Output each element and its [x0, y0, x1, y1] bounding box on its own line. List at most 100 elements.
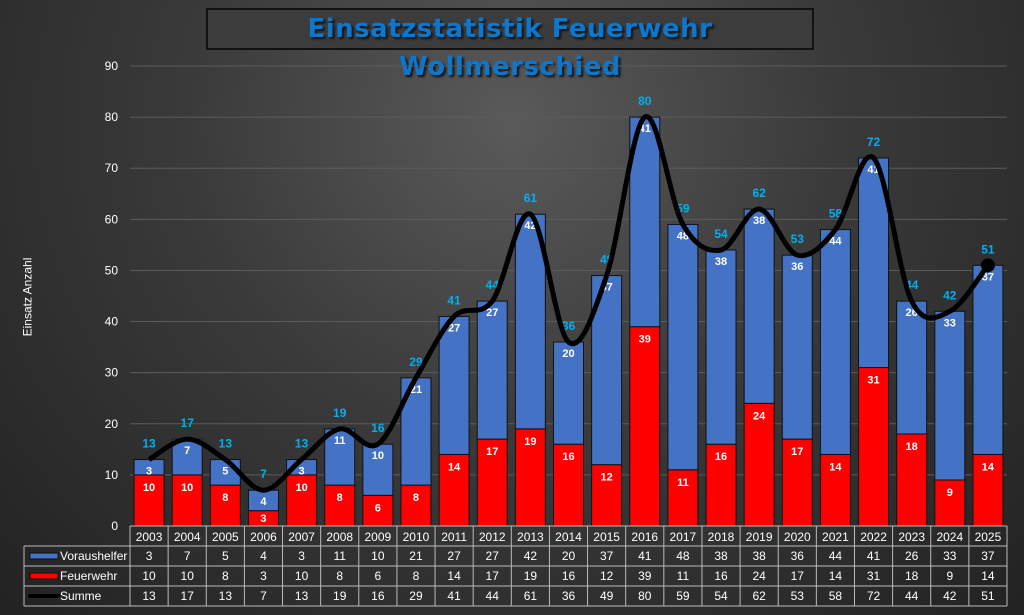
data-label-voraushelfer: 38 [715, 256, 727, 268]
data-label-feuerwehr: 3 [260, 513, 266, 525]
table-cell: 44 [829, 549, 843, 563]
data-label-feuerwehr: 16 [562, 451, 574, 463]
data-label-voraushelfer: 3 [146, 466, 152, 478]
x-tick-label: 2014 [555, 530, 582, 544]
data-label-summe: 53 [791, 232, 805, 246]
data-label-voraushelfer: 5 [222, 466, 228, 478]
data-label-feuerwehr: 16 [715, 451, 727, 463]
bar-voraushelfer [743, 208, 775, 404]
bar-voraushelfer [781, 254, 813, 440]
data-label-feuerwehr: 14 [448, 461, 461, 473]
y-tick-label: 60 [105, 212, 119, 226]
table-cell: 54 [714, 589, 728, 603]
data-label-voraushelfer: 11 [334, 435, 346, 447]
y-tick-label: 90 [105, 59, 119, 73]
data-label-voraushelfer: 44 [829, 236, 842, 248]
table-cell: 14 [829, 569, 843, 583]
table-cell: 10 [371, 549, 385, 563]
data-label-feuerwehr: 18 [906, 441, 918, 453]
table-cell: 13 [142, 589, 156, 603]
y-tick-label: 30 [105, 366, 119, 380]
table-cell: 6 [375, 569, 382, 583]
data-label-feuerwehr: 14 [829, 461, 842, 473]
data-label-feuerwehr: 10 [295, 482, 307, 494]
data-label-voraushelfer: 7 [184, 445, 190, 457]
bar-voraushelfer [819, 229, 851, 455]
data-label-summe: 13 [219, 437, 233, 451]
x-tick-label: 2020 [784, 530, 811, 544]
x-tick-label: 2015 [593, 530, 620, 544]
line-summe [147, 114, 990, 493]
table-cell: 42 [524, 549, 538, 563]
table-cell: 17 [791, 569, 805, 583]
bar-feuerwehr [705, 443, 737, 527]
bar-feuerwehr [629, 326, 661, 527]
bar-voraushelfer [705, 249, 737, 445]
bar-voraushelfer [400, 377, 432, 486]
table-cell: 33 [943, 549, 957, 563]
table-cell: 8 [222, 569, 229, 583]
x-tick-label: 2011 [441, 530, 467, 544]
bar-feuerwehr [476, 438, 508, 527]
bar-feuerwehr [553, 443, 584, 527]
data-label-summe: 61 [524, 191, 538, 205]
table-cell: 10 [295, 569, 309, 583]
table-cell: 10 [181, 569, 195, 583]
data-label-summe: 51 [981, 242, 995, 256]
bar-voraushelfer [476, 300, 508, 440]
table-cell: 19 [333, 589, 347, 603]
data-label-summe: 54 [714, 227, 728, 241]
table-cell: 37 [600, 549, 614, 563]
table-cell: 10 [142, 569, 156, 583]
table-cell: 7 [184, 549, 191, 563]
x-tick-label: 2018 [708, 530, 735, 544]
bar-voraushelfer [553, 341, 584, 445]
table-cell: 17 [181, 589, 195, 603]
x-tick-label: 2021 [822, 530, 849, 544]
data-label-feuerwehr: 8 [413, 492, 419, 504]
table-cell: 12 [600, 569, 614, 583]
table-cell: 31 [867, 569, 881, 583]
table-cell: 39 [638, 569, 652, 583]
table-cell: 51 [981, 589, 995, 603]
table-cell: 16 [562, 569, 576, 583]
table-cell: 48 [676, 549, 690, 563]
table-cell: 4 [260, 549, 267, 563]
x-tick-label: 2006 [250, 530, 277, 544]
data-label-feuerwehr: 10 [143, 482, 155, 494]
x-tick-label: 2010 [403, 530, 430, 544]
legend-label: Feuerwehr [60, 569, 117, 583]
table-cell: 37 [981, 549, 995, 563]
table-cell: 5 [222, 549, 229, 563]
bar-feuerwehr [591, 464, 623, 527]
x-tick-label: 2023 [898, 530, 925, 544]
table-cell: 16 [714, 569, 728, 583]
table-cell: 13 [295, 589, 309, 603]
x-tick-label: 2022 [860, 530, 887, 544]
table-cell: 14 [447, 569, 461, 583]
bar-voraushelfer [972, 264, 1004, 455]
bar-feuerwehr [972, 453, 1004, 527]
table-cell: 61 [524, 589, 538, 603]
table-cell: 44 [905, 589, 919, 603]
data-label-summe: 42 [943, 288, 957, 302]
data-label-summe: 58 [829, 207, 843, 221]
data-label-summe: 16 [371, 421, 385, 435]
bar-voraushelfer [362, 443, 394, 496]
table-cell: 41 [447, 589, 461, 603]
table-cell: 13 [219, 589, 233, 603]
table-cell: 16 [371, 589, 385, 603]
data-label-feuerwehr: 39 [639, 334, 651, 346]
data-label-feuerwehr: 6 [375, 502, 381, 514]
data-label-summe: 72 [867, 135, 881, 149]
table-cell: 21 [409, 549, 423, 563]
data-label-voraushelfer: 36 [791, 261, 803, 273]
x-tick-label: 2004 [174, 530, 201, 544]
table-cell: 49 [600, 589, 614, 603]
table-cell: 27 [447, 549, 461, 563]
table-cell: 80 [638, 589, 652, 603]
legend-swatch-voraushelfer [29, 552, 59, 560]
x-tick-label: 2007 [288, 530, 315, 544]
data-label-feuerwehr: 19 [524, 436, 536, 448]
